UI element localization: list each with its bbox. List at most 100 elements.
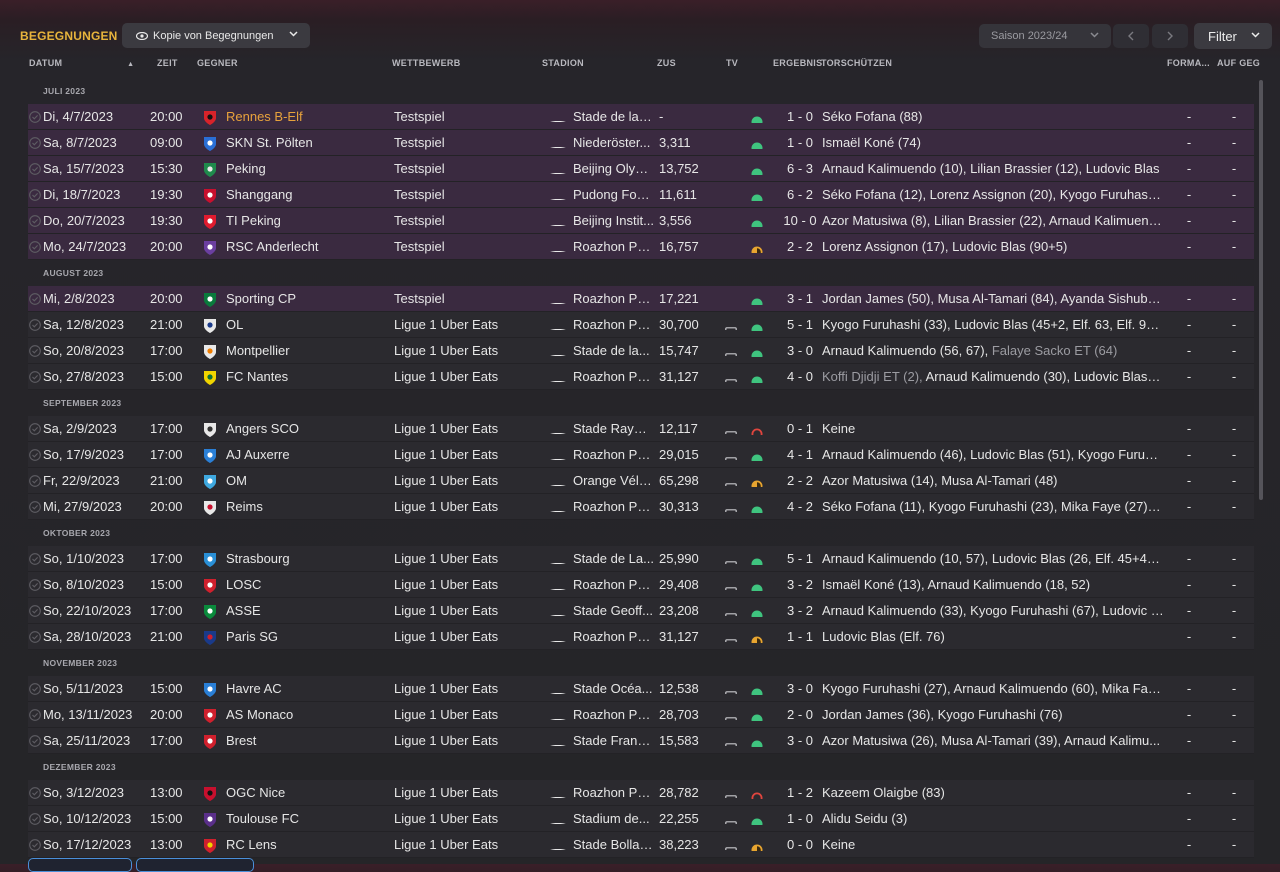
column-header-tv[interactable]: TV [726,58,738,70]
stadium-name[interactable]: Roazhon Park [573,572,655,598]
competition-link[interactable]: Ligue 1 Uber Eats [394,832,539,858]
column-header-result[interactable]: ERGEBNIS [773,58,822,70]
match-result[interactable]: 0 - 0 [778,832,822,858]
stadium-name[interactable]: Roazhon Park [573,624,655,650]
match-result[interactable]: 1 - 2 [778,780,822,806]
season-dropdown[interactable]: Saison 2023/24 [979,24,1111,48]
competition-link[interactable]: Ligue 1 Uber Eats [394,364,539,390]
opponent-link[interactable]: Paris SG [226,624,406,650]
previous-season-button[interactable] [1113,24,1149,48]
opponent-link[interactable]: RSC Anderlecht [226,234,406,260]
opponent-link[interactable]: Sporting CP [226,286,406,312]
match-result[interactable]: 1 - 1 [778,624,822,650]
stadium-name[interactable]: Stade de La... [573,546,655,572]
stadium-name[interactable]: Stade Franci... [573,728,655,754]
opponent-link[interactable]: LOSC [226,572,406,598]
match-result[interactable]: 4 - 2 [778,494,822,520]
bottom-button-left[interactable] [28,858,132,872]
competition-link[interactable]: Ligue 1 Uber Eats [394,572,539,598]
competition-link[interactable]: Testspiel [394,182,539,208]
match-result[interactable]: 2 - 2 [778,468,822,494]
column-header-date[interactable]: DATUM ▲ [29,58,134,70]
stadium-name[interactable]: Roazhon Park [573,702,655,728]
stadium-name[interactable]: Roazhon Park [573,312,655,338]
stadium-name[interactable]: Niederöster... [573,130,655,156]
competition-link[interactable]: Ligue 1 Uber Eats [394,546,539,572]
stadium-name[interactable]: Roazhon Park [573,286,655,312]
stadium-name[interactable]: Stade de la P... [573,104,655,130]
opponent-link[interactable]: ASSE [226,598,406,624]
opponent-link[interactable]: Shanggang [226,182,406,208]
opponent-link[interactable]: TI Peking [226,208,406,234]
column-header-scorers[interactable]: TORSCHÜTZEN [821,58,892,70]
filter-button[interactable]: Filter [1194,23,1272,49]
opponent-link[interactable]: AS Monaco [226,702,406,728]
column-header-away[interactable]: AUF GEG [1217,58,1260,70]
column-header-attendance[interactable]: ZUS [657,58,676,70]
column-header-form[interactable]: FORMA... [1167,58,1210,70]
opponent-link[interactable]: OGC Nice [226,780,406,806]
competition-link[interactable]: Ligue 1 Uber Eats [394,780,539,806]
column-header-competition[interactable]: WETTBEWERB [392,58,461,70]
column-header-opponent[interactable]: GEGNER [197,58,238,70]
competition-link[interactable]: Ligue 1 Uber Eats [394,806,539,832]
stadium-name[interactable]: Roazhon Park [573,494,655,520]
match-result[interactable]: 1 - 0 [778,130,822,156]
match-result[interactable]: 4 - 0 [778,364,822,390]
opponent-link[interactable]: OL [226,312,406,338]
view-dropdown[interactable]: Kopie von Begegnungen [122,23,310,48]
competition-link[interactable]: Ligue 1 Uber Eats [394,494,539,520]
stadium-name[interactable]: Stade Bollae... [573,832,655,858]
competition-link[interactable]: Testspiel [394,156,539,182]
stadium-name[interactable]: Orange Vélo... [573,468,655,494]
competition-link[interactable]: Ligue 1 Uber Eats [394,624,539,650]
match-result[interactable]: 3 - 0 [778,728,822,754]
stadium-name[interactable]: Beijing Instit... [573,208,655,234]
bottom-button-second[interactable] [136,858,254,872]
competition-link[interactable]: Ligue 1 Uber Eats [394,468,539,494]
stadium-name[interactable]: Stade de la... [573,338,655,364]
opponent-link[interactable]: Reims [226,494,406,520]
competition-link[interactable]: Testspiel [394,130,539,156]
match-result[interactable]: 1 - 0 [778,806,822,832]
stadium-name[interactable]: Stadium de... [573,806,655,832]
competition-link[interactable]: Testspiel [394,234,539,260]
competition-link[interactable]: Ligue 1 Uber Eats [394,312,539,338]
competition-link[interactable]: Ligue 1 Uber Eats [394,702,539,728]
opponent-link[interactable]: SKN St. Pölten [226,130,406,156]
match-result[interactable]: 10 - 0 [778,208,822,234]
opponent-link[interactable]: Strasbourg [226,546,406,572]
opponent-link[interactable]: Brest [226,728,406,754]
match-result[interactable]: 3 - 0 [778,676,822,702]
match-result[interactable]: 5 - 1 [778,312,822,338]
competition-link[interactable]: Testspiel [394,208,539,234]
opponent-link[interactable]: OM [226,468,406,494]
scrollbar[interactable] [1259,80,1263,500]
competition-link[interactable]: Ligue 1 Uber Eats [394,598,539,624]
opponent-link[interactable]: Toulouse FC [226,806,406,832]
match-result[interactable]: 3 - 2 [778,598,822,624]
next-season-button[interactable] [1152,24,1188,48]
opponent-link[interactable]: Montpellier [226,338,406,364]
competition-link[interactable]: Ligue 1 Uber Eats [394,416,539,442]
competition-link[interactable]: Testspiel [394,104,539,130]
stadium-name[interactable]: Stade Océa... [573,676,655,702]
column-header-stadium[interactable]: STADION [542,58,584,70]
stadium-name[interactable]: Roazhon Park [573,780,655,806]
opponent-link[interactable]: AJ Auxerre [226,442,406,468]
stadium-name[interactable]: Stade Geoff... [573,598,655,624]
